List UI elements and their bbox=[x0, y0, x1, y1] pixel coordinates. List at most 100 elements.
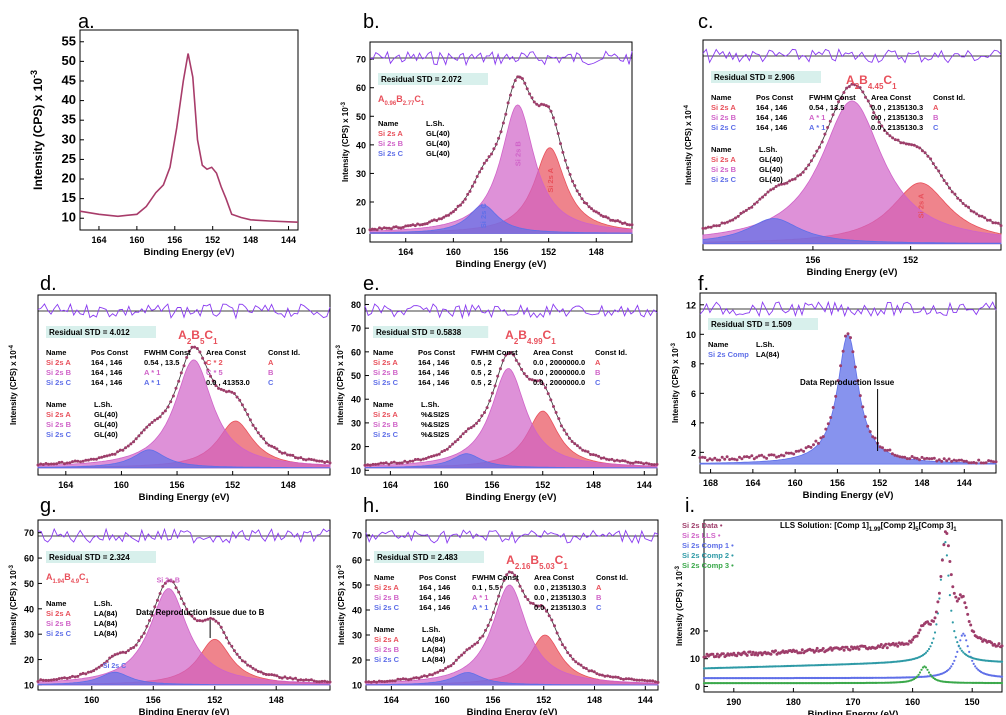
x-tick-label: 152 bbox=[541, 247, 556, 257]
data-point bbox=[918, 458, 921, 462]
data-point bbox=[807, 445, 810, 448]
data-point bbox=[201, 356, 205, 360]
data-point bbox=[494, 602, 498, 606]
data-point bbox=[812, 443, 815, 447]
y-tick-label: 80 bbox=[351, 300, 361, 310]
data-point bbox=[857, 647, 861, 651]
y-tick-label: 55 bbox=[62, 33, 76, 48]
data-point bbox=[704, 226, 708, 230]
data-point bbox=[523, 81, 527, 85]
peak-label: Si 2s C bbox=[479, 203, 488, 229]
data-point bbox=[55, 678, 59, 681]
data-point bbox=[721, 652, 725, 656]
data-point bbox=[761, 195, 765, 199]
data-point bbox=[328, 680, 332, 684]
panel-label: h. bbox=[363, 495, 380, 517]
data-point bbox=[385, 679, 389, 683]
table-cell: 0.0 , 2135130.3 bbox=[871, 123, 923, 132]
data-point bbox=[839, 96, 843, 100]
data-point bbox=[938, 597, 941, 600]
data-point bbox=[955, 459, 958, 463]
data-point bbox=[837, 100, 840, 104]
data-point bbox=[962, 651, 965, 654]
data-point bbox=[963, 634, 966, 637]
x-tick-label: 148 bbox=[587, 695, 602, 705]
data-point bbox=[559, 424, 563, 428]
data-point bbox=[587, 669, 591, 673]
data-point bbox=[910, 455, 914, 458]
data-point bbox=[509, 93, 512, 97]
y-tick-label: 60 bbox=[352, 556, 362, 566]
formula: A0.96B2.77C1 bbox=[378, 94, 425, 107]
data-point bbox=[847, 85, 851, 89]
data-point bbox=[925, 456, 929, 460]
data-point bbox=[550, 618, 554, 622]
data-point bbox=[964, 204, 968, 208]
table-header: FWHM Const bbox=[144, 348, 191, 357]
data-point bbox=[1000, 681, 1004, 685]
data-point bbox=[742, 210, 746, 214]
table-cell: 164 , 146 bbox=[418, 358, 449, 367]
data-point bbox=[711, 652, 715, 656]
data-point bbox=[953, 659, 956, 662]
data-point bbox=[522, 372, 526, 376]
data-point bbox=[834, 107, 838, 111]
data-point bbox=[947, 668, 950, 671]
data-point bbox=[584, 667, 588, 670]
data-point bbox=[984, 461, 988, 465]
data-point bbox=[169, 400, 173, 404]
data-point bbox=[36, 680, 40, 683]
x-axis-label: Binding Energy (eV) bbox=[139, 707, 230, 715]
y-tick-label: 50 bbox=[351, 371, 361, 381]
data-point bbox=[920, 668, 923, 671]
data-point bbox=[944, 541, 947, 544]
data-point bbox=[460, 653, 464, 657]
data-point bbox=[923, 652, 926, 656]
data-point bbox=[399, 677, 402, 681]
table-cell: 0.0 , 2000000.0 bbox=[533, 368, 585, 377]
plot-frame bbox=[37, 519, 331, 691]
data-point bbox=[428, 220, 431, 224]
data-point bbox=[616, 675, 620, 679]
data-point bbox=[896, 644, 900, 648]
data-point bbox=[309, 678, 313, 682]
data-point bbox=[193, 345, 197, 349]
table-cell: 0.0 , 2135130.3 bbox=[534, 593, 586, 602]
data-point bbox=[750, 205, 754, 209]
table-cell: 0.54 , 13.5 bbox=[144, 358, 179, 367]
data-point bbox=[490, 391, 494, 395]
data-point bbox=[709, 225, 713, 229]
table-cell: Si 2s B bbox=[373, 368, 399, 377]
table-cell: C bbox=[933, 123, 939, 132]
data-point bbox=[763, 193, 767, 197]
data-point bbox=[752, 457, 756, 461]
data-point bbox=[461, 432, 465, 436]
data-point bbox=[751, 650, 755, 654]
y-axis-label: Intensity (CPS) x 10-3 bbox=[675, 565, 684, 646]
data-point bbox=[445, 447, 449, 451]
data-point bbox=[821, 435, 825, 439]
data-point bbox=[846, 332, 850, 336]
data-point bbox=[884, 642, 888, 646]
data-point bbox=[888, 134, 892, 138]
data-point bbox=[315, 680, 319, 684]
data-point bbox=[467, 427, 470, 431]
data-point bbox=[534, 604, 538, 608]
panel-label: f. bbox=[698, 273, 709, 295]
data-point bbox=[411, 459, 415, 463]
data-point bbox=[896, 138, 900, 142]
data-point bbox=[68, 461, 72, 465]
data-point bbox=[416, 457, 420, 461]
data-point bbox=[991, 221, 995, 225]
data-point bbox=[956, 650, 959, 654]
data-point bbox=[536, 379, 539, 383]
y-axis-label: Intensity (CPS) x 10-3 bbox=[9, 564, 18, 645]
data-point bbox=[958, 593, 962, 597]
data-point bbox=[992, 460, 995, 464]
data-point bbox=[653, 680, 657, 684]
peak-si-2s-c bbox=[37, 671, 331, 686]
data-point bbox=[108, 656, 112, 660]
data-point bbox=[423, 222, 427, 226]
panel-a: a. 164 160 156 152 148 144 Binding Energy (eV) 1… bbox=[29, 11, 299, 258]
data-point bbox=[182, 364, 186, 368]
